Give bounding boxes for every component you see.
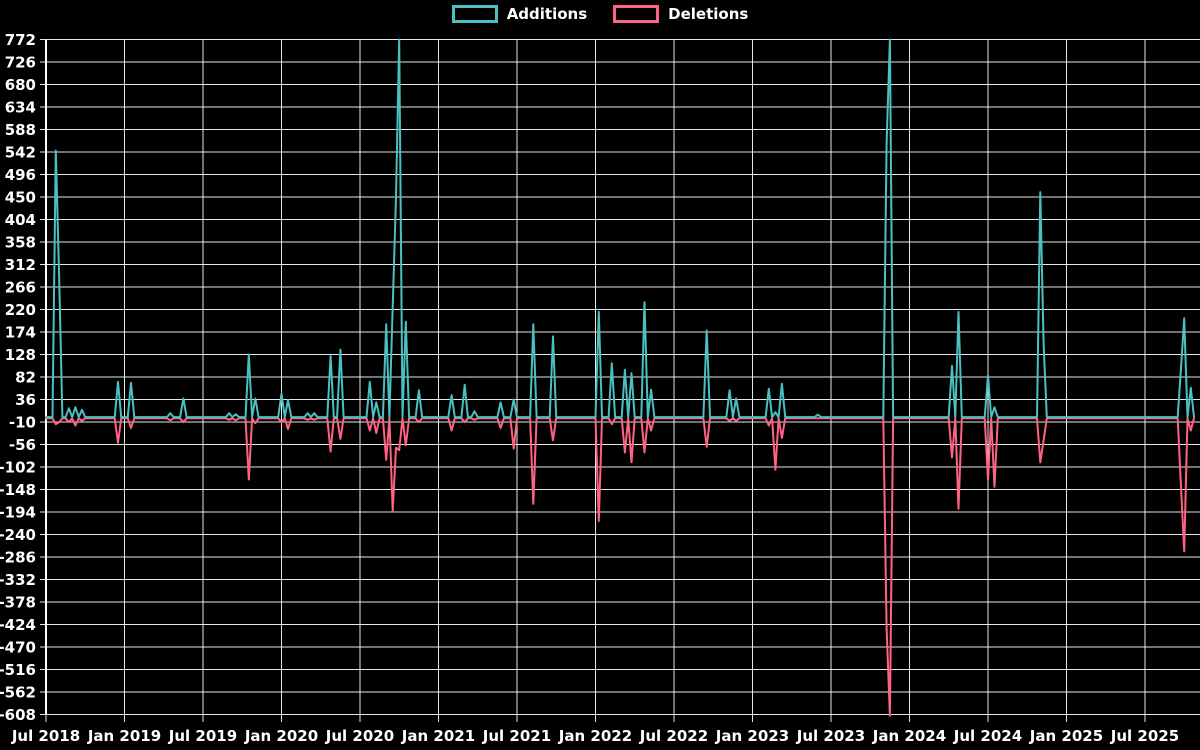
x-axis-tick-label: Jan 2020: [244, 727, 318, 745]
y-axis-tick-label: -332: [0, 571, 36, 589]
y-axis-tick-label: -608: [0, 706, 36, 724]
y-axis-tick-label: 588: [5, 121, 36, 139]
y-axis-tick-label: 266: [5, 278, 36, 296]
chart-legend: Additions Deletions: [0, 5, 1200, 23]
horizontal-gridlines: [40, 39, 1200, 715]
y-axis-tick-label: 542: [5, 143, 36, 161]
x-axis-tick-label: Jan 2022: [558, 727, 632, 745]
deletions-legend-label: Deletions: [668, 5, 749, 23]
y-axis-tick-label: -516: [0, 661, 36, 679]
y-axis-tick-label: 312: [5, 256, 36, 274]
y-axis-tick-label: 128: [5, 346, 36, 364]
x-axis-tick-label: Jan 2021: [401, 727, 475, 745]
y-axis-tick-label: -10: [9, 413, 36, 431]
y-axis-tick-label: 772: [5, 31, 36, 49]
x-axis-tick-label: Jul 2024: [953, 727, 1022, 745]
additions-legend-label: Additions: [506, 5, 588, 23]
y-axis-tick-label: -148: [0, 481, 36, 499]
y-axis-tick-label: -102: [0, 458, 36, 476]
x-axis-tick-label: Jul 2019: [168, 727, 237, 745]
y-axis-tick-label: 174: [5, 323, 36, 341]
y-axis-tick-label: 36: [15, 391, 36, 409]
y-axis-tick-label: -424: [0, 616, 36, 634]
y-axis-tick-label: -240: [0, 526, 36, 544]
y-axis-tick-label: 726: [5, 53, 36, 71]
x-axis-tick-label: Jul 2025: [1110, 727, 1179, 745]
x-axis-tick-label: Jan 2025: [1029, 727, 1103, 745]
y-axis-tick-label: 404: [5, 211, 36, 229]
additions-swatch-icon: [451, 5, 498, 23]
x-axis-tick-label: Jul 2023: [796, 727, 865, 745]
additions-line: [45, 38, 1195, 419]
y-axis-tick-label: 450: [5, 188, 36, 206]
x-axis-tick-label: Jul 2018: [11, 727, 80, 745]
y-axis-tick-label: -470: [0, 638, 36, 656]
x-axis-tick-label: Jan 2024: [872, 727, 946, 745]
y-axis-tick-label: 82: [15, 368, 36, 386]
x-axis-tick-label: Jan 2023: [715, 727, 789, 745]
y-axis-tick-label: -56: [9, 436, 36, 454]
x-axis-tick-label: Jan 2019: [87, 727, 161, 745]
legend-item-deletions[interactable]: Deletions: [613, 5, 748, 23]
y-axis-tick-label: 358: [5, 233, 36, 251]
y-axis-tick-label: -562: [0, 683, 36, 701]
y-axis-tick-label: 220: [5, 301, 36, 319]
x-axis-tick-label: Jul 2022: [639, 727, 708, 745]
y-axis-tick-label: -286: [0, 548, 36, 566]
x-axis-tick-label: Jul 2021: [482, 727, 551, 745]
y-axis-tick-label: -378: [0, 593, 36, 611]
x-axis-tick-label: Jul 2020: [325, 727, 394, 745]
y-axis-tick-label: 634: [5, 98, 36, 116]
legend-item-additions[interactable]: Additions: [451, 5, 588, 23]
y-axis-tick-label: 496: [5, 166, 36, 184]
y-axis-tick-label: 680: [5, 76, 36, 94]
deletions-swatch-icon: [613, 5, 660, 23]
y-axis-tick-label: -194: [0, 503, 36, 521]
deletions-line: [45, 417, 1195, 717]
vertical-gridlines: [45, 39, 1146, 722]
